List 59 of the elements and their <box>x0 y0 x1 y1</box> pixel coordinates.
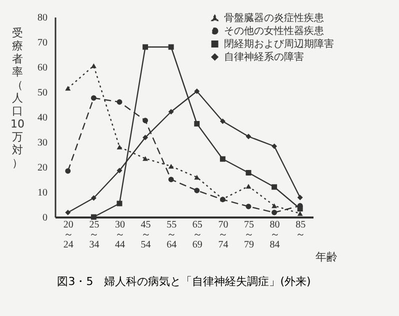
point <box>168 176 174 182</box>
point <box>246 170 252 176</box>
x-tick-label: 55 ～ 64 <box>166 220 177 250</box>
point <box>116 144 122 150</box>
point <box>194 88 200 94</box>
point <box>142 118 148 124</box>
legend-label: 骨盤臓器の炎症性疾患 <box>224 12 324 24</box>
point <box>246 134 252 140</box>
y-tick-label: 80 <box>38 12 48 24</box>
point <box>297 206 303 212</box>
y-tick-label: 70 <box>38 38 48 48</box>
x-tick-label: 65 ～ 69 <box>192 220 202 250</box>
x-axis-title: 年齢 <box>316 250 338 264</box>
x-tick-label: 30 ～ 44 <box>115 220 125 250</box>
point <box>194 121 200 126</box>
point <box>272 210 278 216</box>
y-tick-label: 40 <box>38 112 48 124</box>
point <box>65 210 71 216</box>
x-tick-label: 85 ～ <box>296 220 306 240</box>
legend-label: 閉経期および周辺期障害 <box>224 38 334 50</box>
point <box>116 168 122 174</box>
x-tick-label: 75 ～ 79 <box>244 220 254 250</box>
point <box>142 134 148 140</box>
point <box>168 44 174 50</box>
point <box>194 188 200 194</box>
point <box>272 184 278 190</box>
point <box>90 195 96 201</box>
x-tick-label: 70 ～ 74 <box>218 220 228 250</box>
point <box>246 204 252 210</box>
point <box>90 214 96 220</box>
y-tick-label: 0 <box>42 212 48 224</box>
point <box>90 95 96 101</box>
point <box>65 86 71 91</box>
point <box>65 168 71 174</box>
point <box>297 211 303 216</box>
point <box>246 184 252 189</box>
text: 図3・5 婦人科の病気と「自律神経失調症」(外来) <box>57 275 311 288</box>
text: 受療者率（人口10万対） <box>10 26 24 170</box>
x-tick-label: 25 ～ 34 <box>89 220 100 250</box>
y-tick-label: 20 <box>38 162 48 174</box>
legend-label: その他の女性性器疾患 <box>224 25 324 37</box>
point <box>116 99 122 105</box>
y-tick-label: 30 <box>38 138 48 148</box>
point <box>142 156 148 161</box>
x-tick-label: 80 ～ 84 <box>270 220 280 250</box>
point <box>272 203 278 208</box>
point <box>220 118 226 124</box>
point <box>220 156 226 162</box>
x-tick-label: 20 ～ 24 <box>63 220 74 250</box>
point <box>297 194 303 200</box>
point <box>272 144 278 149</box>
point <box>168 164 174 169</box>
y-tick-label: 50 <box>38 88 48 98</box>
point <box>142 44 148 50</box>
legend-label: 自律神経系の障害 <box>224 51 304 63</box>
point <box>168 109 174 114</box>
y-tick-label: 60 <box>38 62 48 74</box>
y-tick-label: 10 <box>38 188 48 198</box>
x-tick-label: 45 ～ 54 <box>140 220 151 250</box>
